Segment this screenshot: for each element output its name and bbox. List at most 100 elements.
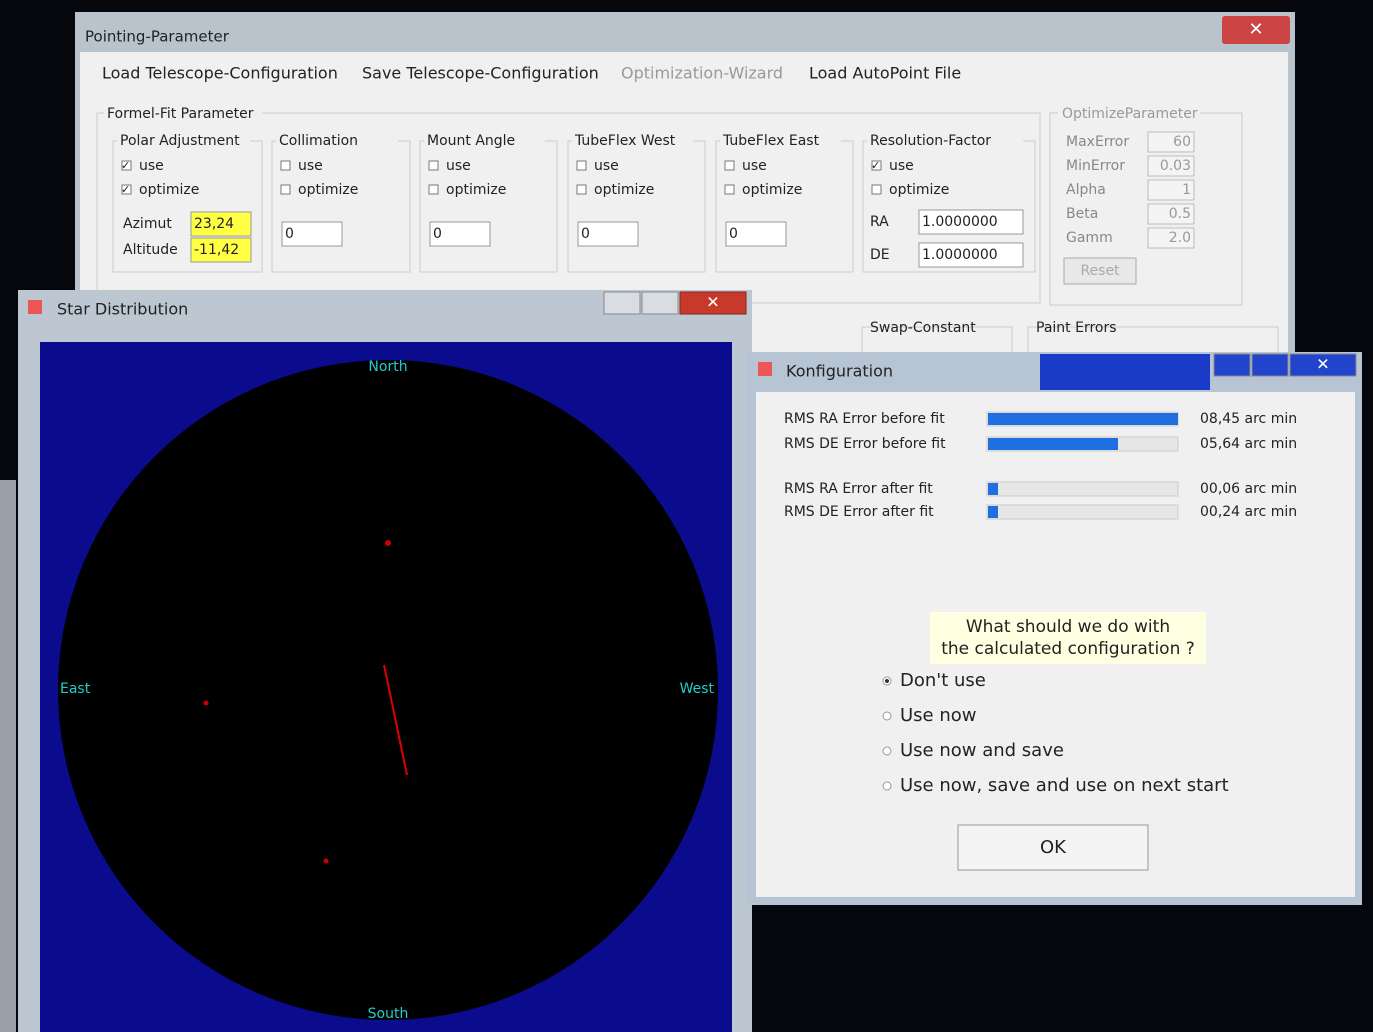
ok-button[interactable]	[957, 824, 1149, 871]
field-value: 0.03	[1160, 158, 1191, 174]
close-icon: ✕	[706, 293, 719, 312]
checkbox[interactable]	[724, 184, 735, 195]
field-label: DE	[870, 247, 890, 263]
field-value: 0	[285, 226, 294, 242]
groupbox-title: TubeFlex East	[722, 133, 820, 149]
checkbox[interactable]	[871, 184, 882, 195]
field-value: 60	[1173, 134, 1191, 150]
window-title: Star Distribution	[57, 300, 188, 319]
text-field[interactable]	[918, 242, 1024, 268]
window-title: Pointing-Parameter	[85, 28, 230, 46]
direction-label: East	[60, 681, 91, 697]
star	[323, 858, 329, 864]
background-window	[0, 480, 16, 1032]
app-icon	[758, 362, 772, 376]
sky-circle	[58, 360, 718, 1020]
menu-item[interactable]: Load AutoPoint File	[809, 64, 961, 83]
groupbox-title: Collimation	[279, 133, 358, 149]
close-button[interactable]	[1289, 353, 1357, 377]
groupbox-title-bg	[117, 132, 250, 150]
question-box	[930, 612, 1206, 664]
maximize-button[interactable]	[1251, 353, 1289, 377]
text-field[interactable]	[1147, 227, 1195, 249]
checkbox[interactable]	[428, 160, 439, 171]
checkbox-label: optimize	[594, 182, 654, 198]
text-field[interactable]	[725, 221, 787, 247]
checkbox[interactable]	[576, 160, 587, 171]
error-value: 00,06 arc min	[1200, 481, 1297, 497]
field-value: 1	[1182, 182, 1191, 198]
progress-fill	[988, 413, 1178, 425]
field-value: 1.0000000	[922, 247, 998, 263]
checkbox-label: use	[889, 158, 914, 174]
checkbox-label: optimize	[742, 182, 802, 198]
groupbox-title: Paint Errors	[1036, 320, 1117, 336]
close-button[interactable]	[1222, 16, 1290, 44]
field-label: Beta	[1066, 206, 1098, 222]
close-button[interactable]	[679, 291, 747, 315]
text-field[interactable]	[577, 221, 639, 247]
radio-button[interactable]	[882, 746, 892, 756]
check-mark: ✓	[121, 159, 130, 172]
menu-item[interactable]: Optimization-Wizard	[621, 64, 783, 83]
field-label: Gamm	[1066, 230, 1113, 246]
field-label: MinError	[1066, 158, 1125, 174]
field-label: Azimut	[123, 216, 172, 232]
radio-button[interactable]	[882, 711, 892, 721]
text-field[interactable]	[429, 221, 491, 247]
text-field[interactable]	[1147, 203, 1195, 225]
checkbox[interactable]	[576, 184, 587, 195]
error-value: 05,64 arc min	[1200, 436, 1297, 452]
button-label: OK	[1040, 837, 1067, 858]
checkbox[interactable]	[121, 160, 132, 171]
checkbox-label: optimize	[298, 182, 358, 198]
field-value: 2.0	[1169, 230, 1191, 246]
field-value: 0	[433, 226, 442, 242]
config-content: RMS RA Error before fit 08,45 arc min RMS …	[784, 411, 1297, 796]
checkbox-label: use	[742, 158, 767, 174]
window-title: Konfiguration	[786, 362, 893, 381]
minimize-button[interactable]	[603, 291, 641, 315]
text-field[interactable]	[918, 209, 1024, 235]
menu-item[interactable]: Load Telescope-Configuration	[102, 64, 338, 83]
close-icon: ✕	[1316, 355, 1329, 374]
checkbox[interactable]	[280, 160, 291, 171]
checkbox-label: optimize	[139, 182, 199, 198]
groupbox-title-bg	[1058, 104, 1200, 122]
text-field[interactable]	[281, 221, 343, 247]
menu-item[interactable]: Save Telescope-Configuration	[362, 64, 599, 83]
minimize-button[interactable]	[1213, 353, 1251, 377]
question-text: What should we do with	[966, 617, 1170, 637]
checkbox[interactable]	[724, 160, 735, 171]
text-field[interactable]	[1147, 179, 1195, 201]
question-text: the calculated configuration ?	[941, 639, 1195, 659]
maximize-button[interactable]	[641, 291, 679, 315]
text-field[interactable]	[190, 211, 252, 237]
progress-fill	[988, 506, 998, 518]
field-label: RA	[870, 214, 889, 230]
progress-fill	[988, 483, 998, 495]
groupbox-title: Resolution-Factor	[870, 133, 991, 149]
groupbox-title-bg	[720, 132, 841, 150]
direction-label: South	[368, 1006, 409, 1022]
check-mark: ✓	[871, 159, 880, 172]
radio-button[interactable]	[882, 781, 892, 791]
text-field[interactable]	[1147, 155, 1195, 177]
groupbox-title-bg	[867, 132, 1023, 150]
radio-label: Use now and save	[900, 740, 1064, 761]
checkbox[interactable]	[871, 160, 882, 171]
checkbox-label: optimize	[446, 182, 506, 198]
error-label: RMS DE Error after fit	[784, 504, 934, 520]
checkbox-label: use	[594, 158, 619, 174]
reset-button[interactable]	[1063, 257, 1137, 285]
checkbox[interactable]	[121, 184, 132, 195]
checkbox[interactable]	[280, 184, 291, 195]
field-label: Altitude	[123, 242, 178, 258]
groupbox-title-bg	[104, 104, 262, 122]
checkbox-label: use	[139, 158, 164, 174]
text-field[interactable]	[190, 237, 252, 263]
checkbox[interactable]	[428, 184, 439, 195]
groupbox-title-bg	[424, 132, 545, 150]
text-field[interactable]	[1147, 131, 1195, 153]
groupbox-title-bg	[276, 132, 398, 150]
